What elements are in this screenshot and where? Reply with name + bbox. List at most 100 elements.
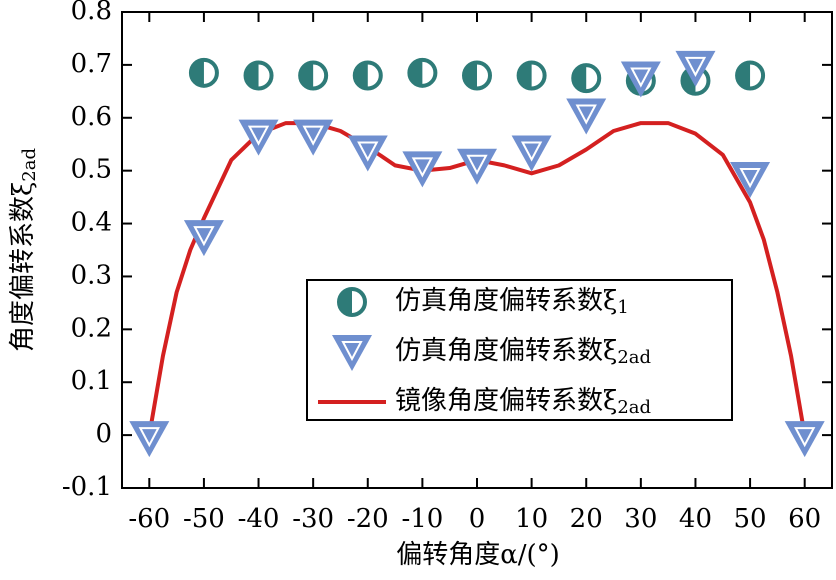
marker-triangle	[457, 148, 497, 185]
x-tick-label: -40	[238, 504, 280, 534]
marker-triangle	[293, 119, 334, 156]
marker-half	[518, 62, 532, 89]
point	[183, 220, 224, 257]
point	[188, 57, 219, 88]
marker-half	[464, 62, 477, 89]
marker-triangle	[347, 135, 388, 172]
x-tick-label: -20	[347, 504, 389, 534]
y-tick-label: 0.2	[71, 313, 112, 343]
point	[620, 61, 661, 98]
y-tick-label: 0.1	[71, 366, 112, 396]
marker-inner	[684, 56, 707, 78]
marker-triangle	[402, 151, 443, 188]
point	[352, 60, 383, 91]
point	[571, 63, 602, 94]
legend-label: 镜像角度偏转系数ξ2ad	[395, 386, 651, 418]
point	[566, 98, 607, 135]
point	[457, 148, 497, 185]
y-tick-label: 0	[95, 419, 112, 449]
marker-triangle	[332, 335, 372, 371]
y-tick-label: 0.4	[71, 208, 112, 238]
y-tick-label: -0.1	[62, 472, 112, 502]
x-tick-label: 10	[515, 504, 548, 534]
legend-label-sub: 2ad	[617, 347, 651, 368]
marker-triangle	[238, 119, 279, 156]
x-tick-label: 60	[788, 504, 821, 534]
marker-inner	[630, 67, 652, 88]
x-tick-label: 40	[679, 504, 712, 534]
point	[402, 151, 443, 188]
marker-inner	[247, 125, 270, 146]
x-tick-label: -10	[401, 504, 443, 534]
marker-inner	[520, 141, 543, 162]
marker-inner	[302, 125, 324, 146]
point	[511, 135, 552, 172]
marker-half	[737, 62, 751, 89]
marker-inner	[466, 154, 488, 175]
point	[407, 57, 438, 88]
marker-half	[190, 59, 204, 86]
legend-label-main: 镜像角度偏转系数ξ	[395, 386, 617, 416]
y-tick-label: 0.6	[71, 102, 112, 132]
point	[462, 60, 492, 91]
y-tick-label: 0.3	[71, 260, 112, 290]
legend-label-sub: 1	[617, 297, 628, 318]
y-axis-label-sub: 2ad	[19, 148, 40, 182]
marker-triangle	[675, 50, 716, 87]
marker-triangle	[730, 161, 771, 198]
y-tick-label: 0.8	[71, 0, 112, 26]
point	[243, 60, 274, 91]
marker-inner	[341, 341, 363, 362]
point	[730, 161, 771, 198]
point	[298, 60, 329, 91]
x-tick-label: 30	[624, 504, 657, 534]
legend-box	[306, 279, 733, 421]
y-axis-label: 角度偏转系数ξ2ad	[8, 148, 40, 352]
legend-label: 仿真角度偏转系数ξ1	[395, 286, 629, 318]
y-axis-label-main: 角度偏转系数ξ	[8, 182, 38, 352]
point	[347, 135, 388, 172]
x-axis-label: 偏转角度α/(°)	[396, 540, 560, 570]
legend-label-main: 仿真角度偏转系数ξ	[395, 286, 617, 316]
x-tick-label: -50	[183, 504, 225, 534]
point	[675, 50, 716, 87]
marker-triangle	[183, 220, 224, 257]
marker-triangle	[511, 135, 552, 172]
point	[129, 421, 170, 458]
x-tick-label: 0	[469, 504, 486, 534]
legend-entry: 仿真角度偏转系数ξ1	[337, 286, 629, 318]
y-tick-label: 0.7	[71, 49, 112, 79]
point	[735, 60, 766, 91]
marker-triangle	[620, 61, 661, 98]
point	[516, 60, 547, 91]
marker-half	[354, 62, 368, 89]
marker-half	[573, 65, 587, 92]
x-tick-label: 20	[570, 504, 603, 534]
legend-entry: 仿真角度偏转系数ξ2ad	[332, 335, 651, 371]
marker-triangle	[129, 421, 170, 458]
marker-inner	[357, 141, 379, 162]
x-tick-label: -60	[128, 504, 170, 534]
marker-triangle	[784, 421, 825, 458]
marker-triangle	[566, 98, 607, 135]
y-tick-label: 0.5	[71, 155, 112, 185]
marker-half	[409, 59, 423, 86]
point	[784, 421, 825, 458]
legend-entry: 镜像角度偏转系数ξ2ad	[318, 386, 651, 418]
marker-half	[300, 62, 314, 89]
marker-inner	[138, 427, 160, 448]
legend-label-main: 仿真角度偏转系数ξ	[395, 336, 617, 366]
marker-inner	[411, 157, 434, 178]
x-tick-label: -30	[292, 504, 334, 534]
marker-inner	[794, 427, 816, 448]
marker-half	[245, 62, 259, 89]
marker-inner	[575, 104, 597, 125]
marker-inner	[739, 167, 761, 189]
point	[238, 119, 279, 156]
point	[293, 119, 334, 156]
marker-inner	[193, 226, 215, 247]
legend-label: 仿真角度偏转系数ξ2ad	[395, 336, 651, 368]
marker-half	[339, 289, 352, 315]
legend-label-sub: 2ad	[617, 397, 651, 418]
